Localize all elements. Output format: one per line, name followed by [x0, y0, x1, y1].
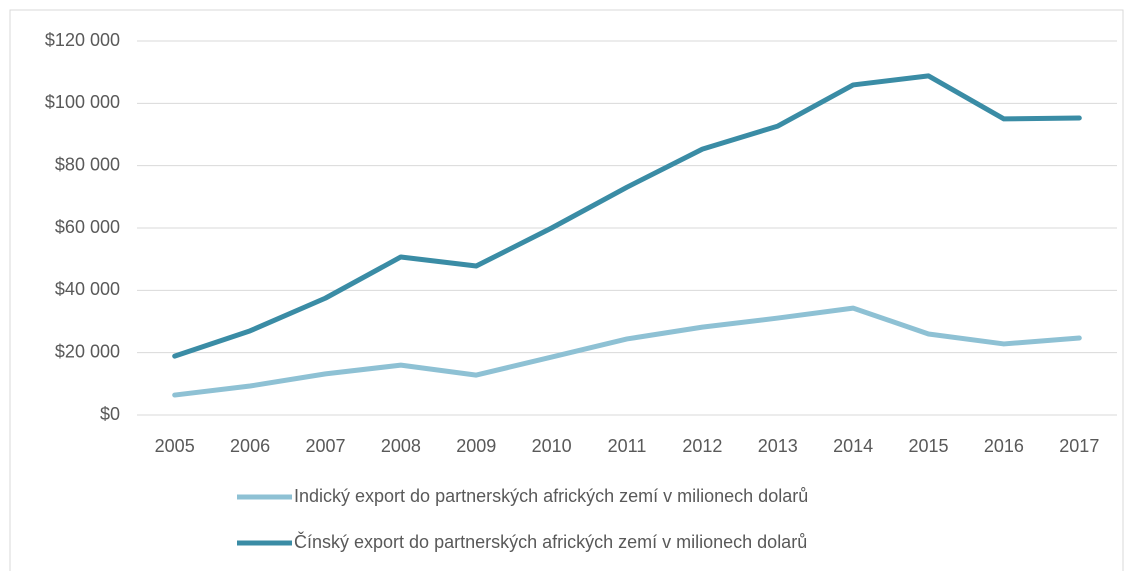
- y-tick-label: $80 000: [55, 154, 120, 174]
- legend-label: Čínský export do partnerských afrických …: [294, 531, 807, 552]
- x-tick-label: 2009: [456, 436, 496, 456]
- legend-label: Indický export do partnerských afrických…: [294, 486, 808, 506]
- x-tick-label: 2017: [1059, 436, 1099, 456]
- y-tick-label: $120 000: [45, 30, 120, 50]
- x-tick-label: 2012: [682, 436, 722, 456]
- series-line: [172, 73, 1082, 359]
- x-tick-label: 2016: [984, 436, 1024, 456]
- y-tick-label: $40 000: [55, 279, 120, 299]
- x-tick-label: 2005: [155, 436, 195, 456]
- x-tick-label: 2014: [833, 436, 873, 456]
- y-tick-label: $100 000: [45, 92, 120, 112]
- x-tick-label: 2013: [758, 436, 798, 456]
- chart-frame: [9, 9, 1124, 571]
- y-tick-label: $20 000: [55, 341, 120, 361]
- y-tick-label: $60 000: [55, 217, 120, 237]
- x-tick-label: 2010: [532, 436, 572, 456]
- x-tick-label: 2011: [608, 436, 647, 456]
- series-line: [172, 305, 1082, 398]
- x-tick-label: 2006: [230, 436, 270, 456]
- x-tick-label: 2007: [305, 436, 345, 456]
- x-tick-label: 2015: [909, 436, 949, 456]
- x-tick-label: 2008: [381, 436, 421, 456]
- y-tick-label: $0: [100, 404, 120, 424]
